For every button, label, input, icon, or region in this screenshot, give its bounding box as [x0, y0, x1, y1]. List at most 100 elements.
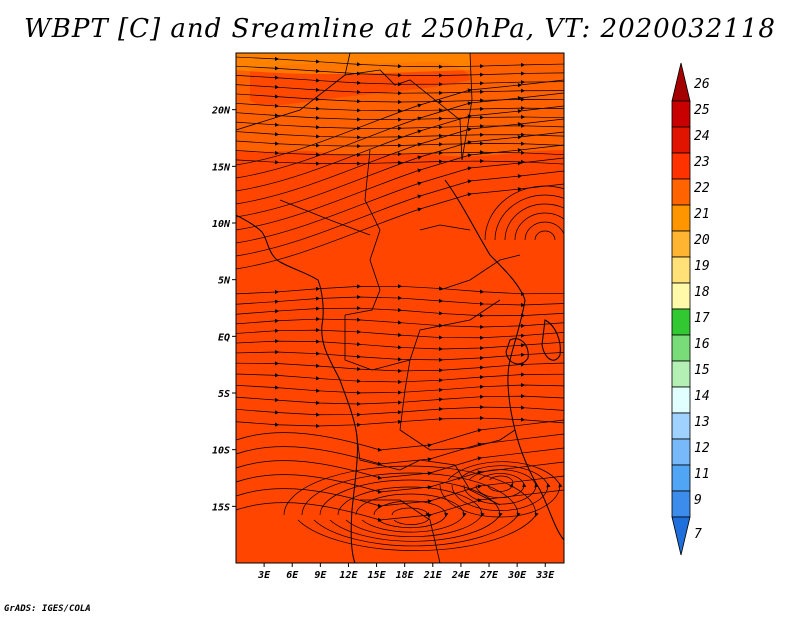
colorbar-label: 13	[694, 415, 710, 430]
lat-tick-label: EQ	[218, 332, 230, 343]
streamline	[487, 475, 514, 492]
streamline	[494, 194, 564, 241]
lake-victoria	[505, 338, 529, 365]
colorbar-label: 14	[694, 389, 710, 404]
colorbar-segment	[671, 334, 691, 362]
streamline	[524, 221, 564, 241]
colorbar-label: 21	[694, 207, 710, 222]
colorbar-segment	[671, 62, 691, 102]
lon-tick-label: 27E	[479, 570, 499, 581]
map-title: WBPT [C] and Sreamline at 250hPa, VT: 20…	[24, 14, 776, 44]
streamline	[236, 405, 564, 417]
streamline	[236, 415, 564, 429]
colorbar-label: 22	[694, 181, 710, 196]
streamline	[236, 65, 564, 78]
streamline	[236, 372, 564, 385]
lon-tick-label: 21E	[423, 570, 443, 581]
colorbar-label: 15	[694, 363, 710, 378]
lon-tick-label: 24E	[451, 570, 471, 581]
colorbar-label: 16	[694, 337, 710, 352]
border-4	[344, 149, 381, 316]
streamline	[236, 339, 564, 352]
border-10	[439, 254, 521, 291]
colorbar-label: 19	[694, 259, 710, 274]
border-11	[419, 224, 471, 231]
lat-tick-label: 20N	[211, 106, 231, 117]
lat-tick-label: 5N	[218, 276, 231, 287]
colorbar-segment	[671, 152, 691, 180]
lat-tick-label: 10N	[212, 219, 231, 230]
streamline	[236, 489, 564, 522]
grads-credit: GrADS: IGES/COLA	[4, 604, 91, 614]
colorbar-label: 24	[694, 129, 710, 144]
africa-west-coast	[236, 214, 358, 563]
lon-tick-label: 9E	[314, 570, 327, 581]
colorbar-segment	[671, 490, 691, 518]
colorbar-label: 17	[694, 311, 710, 326]
border-5	[279, 199, 371, 236]
country-borders	[236, 53, 521, 563]
colorbar: 26 25 24 23 22 21 20 19 18 17 16 15 14 13 12 11 9 7	[671, 62, 710, 556]
streamline	[534, 230, 556, 241]
colorbar-segment	[671, 464, 691, 492]
streamline	[319, 479, 503, 542]
colorbar-segment	[671, 256, 691, 284]
border-8	[355, 429, 501, 506]
lon-tick-label: 18E	[396, 570, 415, 581]
map-frame	[235, 52, 565, 564]
streamline	[236, 75, 564, 87]
latitude-ticks: 20N 15N 10N 5N EQ 5S 10S 15S	[211, 106, 236, 513]
colorbar-label: 26	[694, 77, 710, 92]
coastlines	[236, 179, 564, 563]
colorbar-segment	[671, 438, 691, 466]
border-9	[360, 499, 441, 563]
colorbar-label: 23	[694, 155, 710, 170]
wbpt-band-22	[236, 53, 470, 75]
lon-tick-label: 3E	[257, 570, 271, 581]
colorbar-segment	[671, 386, 691, 414]
colorbar-label: 9	[694, 493, 702, 508]
colorbar-segment	[671, 204, 691, 232]
streamline	[236, 382, 564, 395]
streamline	[236, 393, 564, 407]
streamline	[283, 465, 539, 551]
streamline	[236, 349, 564, 362]
streamline	[514, 212, 564, 241]
longitude-ticks: 3E 6E 9E 12E 15E 18E 21E 24E 27E 30E 33E	[257, 563, 555, 581]
colorbar-label: 11	[694, 467, 710, 482]
colorbar-label: 20	[694, 233, 710, 248]
streamline	[236, 306, 564, 318]
streamline	[236, 284, 564, 296]
lon-tick-label: 30E	[507, 570, 527, 581]
colorbar-segment	[671, 100, 691, 128]
colorbar-label: 25	[694, 103, 710, 118]
streamline	[504, 203, 564, 241]
lat-tick-label: 5S	[218, 389, 230, 400]
colorbar-label: 18	[694, 285, 710, 300]
border-2	[461, 53, 473, 161]
colorbar-segment	[671, 178, 691, 206]
streamline	[484, 185, 564, 241]
lat-tick-label: 15S	[212, 502, 230, 513]
lon-tick-label: 33E	[535, 570, 555, 581]
madagascar-coast	[541, 319, 561, 361]
border-3	[236, 74, 346, 131]
colorbar-label: 7	[694, 527, 702, 542]
colorbar-segment	[671, 412, 691, 440]
colorbar-segment	[671, 360, 691, 388]
colorbar-label: 12	[694, 441, 710, 456]
lon-tick-label: 12E	[339, 570, 358, 581]
lat-tick-label: 10S	[212, 446, 230, 457]
streamline	[236, 294, 564, 308]
colorbar-segment	[671, 516, 691, 556]
map-panel: 3E 6E 9E 12E 15E 18E 21E 24E 27E 30E 33E 20N 15N 10N…	[211, 52, 565, 581]
lon-tick-label: 15E	[368, 570, 387, 581]
lat-tick-label: 15N	[212, 162, 231, 173]
colorbar-segment	[671, 282, 691, 310]
colorbar-segment	[671, 126, 691, 154]
streamline	[236, 183, 564, 270]
border-7	[399, 359, 516, 451]
streamline	[475, 473, 527, 499]
streamline	[236, 316, 564, 330]
streamline	[236, 327, 564, 340]
